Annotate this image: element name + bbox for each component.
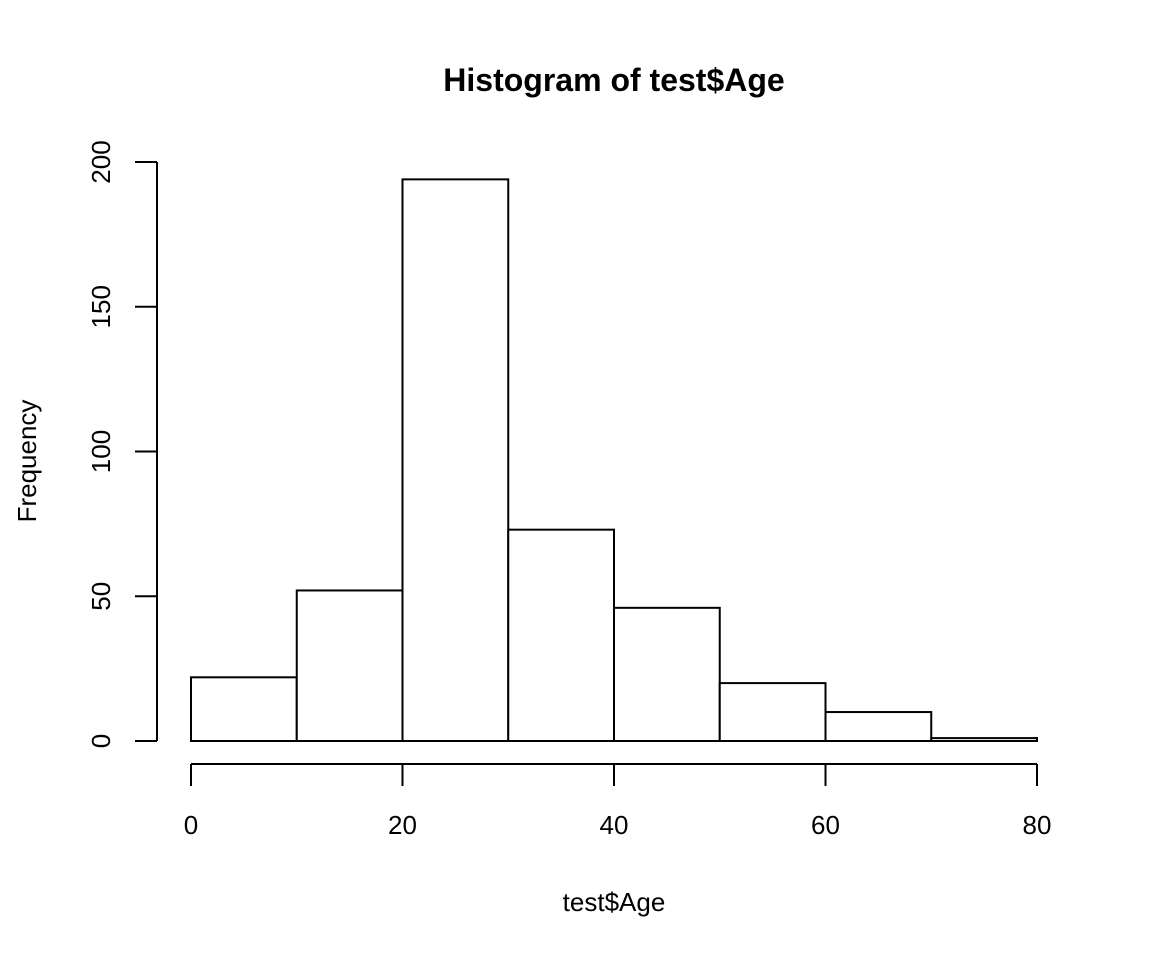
y-tick-label-100: 100 — [86, 430, 116, 473]
histogram-bar-20-30 — [401, 178, 510, 742]
y-tick-label-200: 200 — [86, 140, 116, 183]
x-tick-label-40: 40 — [600, 810, 629, 840]
x-axis-label: test$Age — [563, 887, 666, 917]
x-tick-label-60: 60 — [811, 810, 840, 840]
x-tick-label-20: 20 — [388, 810, 417, 840]
y-axis-label: Frequency — [12, 400, 42, 523]
y-tick-label-50: 50 — [86, 582, 116, 611]
histogram-bar-40-50 — [613, 606, 721, 743]
histogram-bar-70-80 — [930, 737, 1038, 742]
histogram-bar-60-70 — [824, 711, 933, 742]
x-tick-label-80: 80 — [1023, 810, 1052, 840]
y-tick-label-150: 150 — [86, 285, 116, 328]
histogram-bar-0-10 — [190, 676, 298, 742]
y-tick-label-0: 0 — [86, 734, 116, 748]
histogram-bar-10-20 — [295, 589, 404, 743]
chart-title: Histogram of test$Age — [443, 62, 784, 98]
bars-group — [190, 178, 1038, 743]
histogram-bar-30-40 — [507, 528, 615, 742]
histogram-bar-50-60 — [718, 682, 827, 742]
y-axis: 0 50 100 150 200 — [86, 140, 158, 748]
x-axis: 0 20 40 60 80 — [184, 763, 1052, 840]
x-tick-label-0: 0 — [184, 810, 198, 840]
